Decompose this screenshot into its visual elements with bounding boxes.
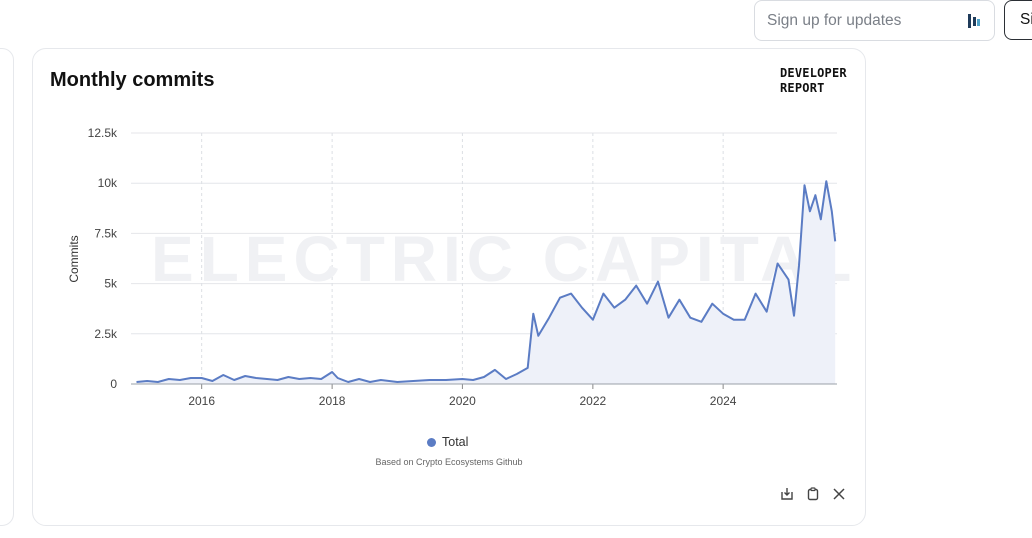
brand-line-2: REPORT [780,81,825,95]
chart-legend[interactable]: Total [427,435,468,449]
sign-in-button[interactable]: Si [1004,0,1032,40]
y-tick-label: 7.5k [94,226,118,240]
copy-icon[interactable] [806,487,820,501]
chart-title: Monthly commits [50,69,215,91]
developer-report-logo: DEVELOPER REPORT [780,66,847,96]
signup-input[interactable]: Sign up for updates [754,0,995,41]
y-axis-ticks: 0 2.5k 5k 7.5k 10k 12.5k [88,126,118,391]
legend-marker [427,437,436,447]
y-tick-label: 12.5k [88,126,118,140]
x-axis-ticks: 2016 2018 2020 2022 2024 [131,383,837,408]
x-tick-label: 2022 [580,394,607,408]
series-line-total [136,180,837,383]
y-tick-label: 0 [110,377,117,391]
y-axis-label: Commits [67,235,81,282]
y-tick-label: 10k [98,176,118,190]
x-tick-label: 2016 [188,394,215,408]
commits-chart: ELECTRIC CAPITAL 0 2.5k 5k 7.5k 10k 12.5k 201… [67,126,857,408]
x-tick-label: 2020 [449,394,476,408]
adjacent-card [0,48,14,526]
chart-actions [780,487,846,501]
electric-capital-watermark: ELECTRIC CAPITAL [151,223,857,295]
x-tick-label: 2018 [319,394,346,408]
series-area-total [136,181,836,384]
x-tick-label: 2024 [710,394,737,408]
form-fill-icon [968,13,980,28]
source-note: Based on Crypto Ecosystems Github [375,457,523,467]
y-tick-label: 5k [104,277,118,291]
signup-placeholder: Sign up for updates [767,11,902,29]
chart-card: Monthly commits DEVELOPER REPORT ELECTRI… [32,48,866,526]
brand-line-1: DEVELOPER [780,66,847,80]
download-icon[interactable] [780,487,794,501]
y-tick-label: 2.5k [94,327,118,341]
legend-label: Total [442,435,469,449]
x-share-icon[interactable] [832,487,846,501]
